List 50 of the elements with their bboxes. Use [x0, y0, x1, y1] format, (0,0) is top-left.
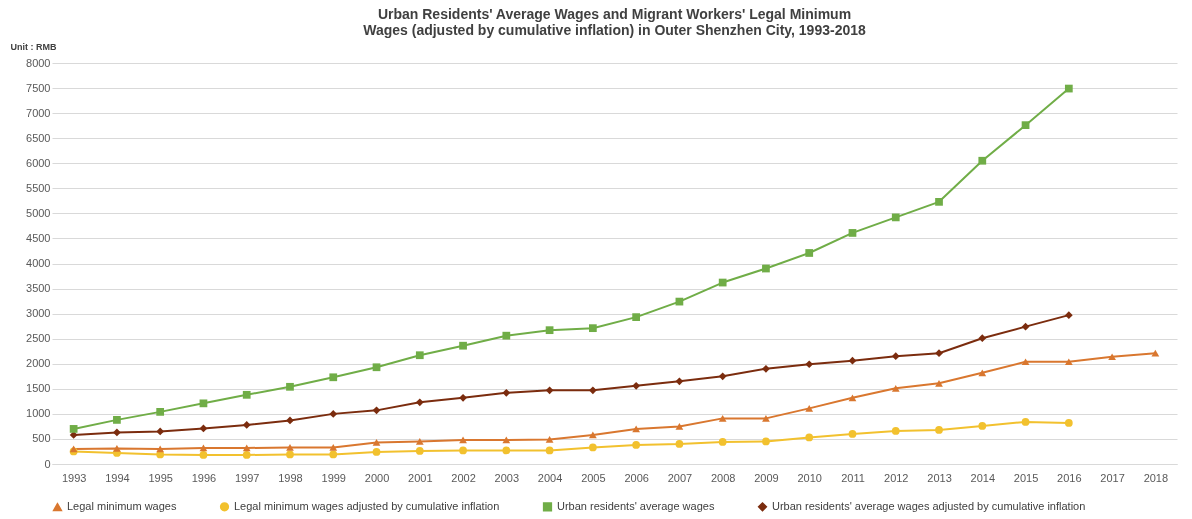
legend-label: Urban residents' average wages [557, 499, 715, 512]
x-tick-label: 2018 [1143, 471, 1169, 484]
x-tick-label: 1997 [234, 471, 260, 484]
y-tick-label: 1500 [26, 382, 51, 395]
x-tick-label: 2007 [667, 471, 693, 484]
x-tick-label: 1998 [278, 471, 303, 484]
x-tick-label: 2001 [408, 471, 433, 484]
x-tick-label: 2014 [970, 471, 996, 484]
x-tick-label: 2017 [1100, 471, 1125, 484]
x-tick-label: 1994 [105, 471, 130, 484]
y-tick-label: 6500 [26, 131, 51, 144]
legend-label: Urban residents' average wages adjusted by cumulative inflation [772, 499, 1086, 512]
legend-label: Legal minimum wages [67, 500, 177, 513]
y-tick-label: 8000 [26, 56, 51, 69]
x-tick-label: 2012 [884, 471, 909, 484]
y-tick-label: 7500 [26, 81, 51, 94]
text: Wages (adjusted by cumulative inflation) in Outer Shenzhen City, 1993-2018 [363, 22, 866, 38]
x-tick-label: 2008 [710, 471, 736, 484]
x-tick-label: 2013 [927, 471, 952, 484]
y-tick-label: 7000 [26, 106, 51, 119]
x-tick-label: 2010 [797, 471, 822, 484]
x-tick-label: 1996 [191, 471, 217, 484]
x-tick-label: 1993 [61, 471, 87, 484]
y-tick-label: 1000 [26, 407, 51, 420]
y-tick-label: 5000 [26, 206, 51, 219]
x-tick-label: 2009 [754, 471, 779, 484]
y-tick-label: 5500 [26, 181, 51, 194]
legend-label: Legal minimum wages adjusted by cumulative inflation [234, 499, 500, 512]
x-tick-label: 1999 [321, 471, 346, 484]
text: Urban Residents' Average Wages and Migrant Workers' Legal Minimum [377, 6, 852, 22]
x-tick-label: 2016 [1057, 471, 1082, 484]
y-tick-label: 2000 [26, 357, 51, 370]
y-tick-label: 4000 [26, 257, 51, 269]
x-tick-label: 2003 [494, 471, 520, 484]
x-tick-label: 2000 [364, 471, 390, 484]
y-tick-label: 3500 [26, 282, 51, 295]
x-tick-label: 1995 [148, 471, 173, 484]
x-tick-label: 2005 [581, 471, 606, 484]
x-tick-label: 2006 [624, 471, 649, 484]
y-tick-label: 6000 [26, 156, 51, 169]
x-tick-label: 2015 [1013, 471, 1039, 484]
y-axis-title: Unit : RMB [10, 41, 57, 52]
x-tick-label: 2004 [537, 471, 563, 484]
x-tick-label: 2011 [841, 471, 865, 484]
y-tick-label: 500 [32, 432, 51, 445]
y-tick-label: 3000 [26, 307, 51, 320]
y-tick-label: 0 [44, 457, 51, 470]
y-tick-label: 4500 [26, 231, 51, 244]
x-tick-label: 2002 [451, 471, 476, 484]
y-tick-label: 2500 [26, 332, 51, 345]
